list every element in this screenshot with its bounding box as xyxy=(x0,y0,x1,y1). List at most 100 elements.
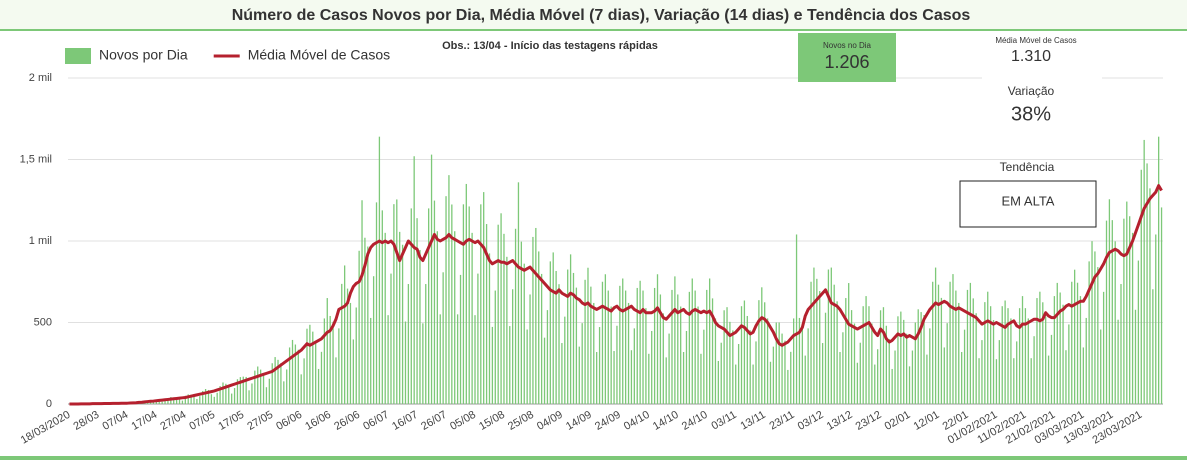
bar xyxy=(1126,201,1128,404)
bar xyxy=(688,291,691,404)
bar xyxy=(1027,318,1029,404)
bar xyxy=(798,317,801,404)
bar xyxy=(199,396,201,404)
bar xyxy=(158,400,160,404)
bar xyxy=(1001,306,1003,404)
bar xyxy=(674,276,676,404)
bar xyxy=(865,296,867,404)
bar xyxy=(772,346,775,404)
bar xyxy=(923,315,925,404)
bar xyxy=(1059,292,1061,404)
bar xyxy=(300,374,302,404)
bar xyxy=(335,357,337,404)
bar xyxy=(668,333,670,404)
bar xyxy=(538,251,540,404)
bar xyxy=(315,342,317,404)
bar xyxy=(717,360,719,404)
y-tick-label: 2 mil xyxy=(29,72,52,84)
bar xyxy=(645,308,647,404)
bar xyxy=(633,328,635,404)
bar xyxy=(428,208,430,404)
bar xyxy=(236,379,239,404)
bar xyxy=(795,234,798,404)
bar xyxy=(297,349,299,404)
bar xyxy=(387,315,389,404)
kpi-title: Tendência xyxy=(1000,160,1055,174)
bar xyxy=(879,310,882,404)
bar xyxy=(1082,347,1084,404)
bar xyxy=(1018,308,1021,404)
bar xyxy=(532,236,534,404)
bar xyxy=(381,210,383,404)
bar xyxy=(604,274,607,404)
bar xyxy=(416,218,418,404)
bar xyxy=(558,284,560,404)
kpi-panel xyxy=(982,32,1102,130)
bar xyxy=(552,252,554,404)
bar xyxy=(329,315,331,404)
bar xyxy=(850,310,853,404)
bar xyxy=(1085,317,1087,404)
bar xyxy=(1158,136,1160,404)
title-band xyxy=(0,0,1187,30)
bar xyxy=(248,390,250,404)
bar xyxy=(274,357,276,404)
bar xyxy=(755,341,757,404)
bar xyxy=(1143,139,1145,404)
bar xyxy=(1131,232,1134,404)
bar xyxy=(1094,251,1096,404)
bar xyxy=(173,397,175,404)
bar xyxy=(958,302,960,404)
bar xyxy=(1053,296,1056,404)
bar xyxy=(720,342,722,404)
bar xyxy=(1114,241,1116,404)
bar xyxy=(1021,296,1024,404)
bar xyxy=(572,272,575,404)
bar xyxy=(630,350,633,404)
kpi-title: Média Móvel de Casos xyxy=(995,36,1076,45)
bar xyxy=(981,340,983,404)
bar xyxy=(384,232,386,404)
bar xyxy=(561,343,563,404)
bar xyxy=(555,270,557,404)
bar xyxy=(1111,220,1113,404)
bar xyxy=(651,330,653,404)
bar xyxy=(897,316,899,404)
chart-title: Número de Casos Novos por Dia, Média Móv… xyxy=(232,7,971,24)
bar xyxy=(677,294,679,404)
legend-label: Novos por Dia xyxy=(99,47,188,63)
bar xyxy=(1010,318,1012,404)
bar xyxy=(937,284,940,404)
bar xyxy=(1062,304,1064,404)
bar xyxy=(372,276,375,404)
bar xyxy=(352,339,354,404)
bar xyxy=(378,136,381,404)
bar xyxy=(764,302,766,404)
bar xyxy=(807,328,809,404)
bar xyxy=(601,281,604,404)
bar xyxy=(448,175,450,404)
bar xyxy=(1129,216,1131,404)
bar xyxy=(1091,241,1093,404)
bar xyxy=(454,231,456,404)
bar xyxy=(277,359,279,404)
bar xyxy=(222,382,224,404)
bar xyxy=(184,395,186,404)
bar xyxy=(778,322,780,404)
bar xyxy=(624,290,627,404)
bar xyxy=(323,318,326,404)
bar xyxy=(529,294,531,404)
bar xyxy=(781,333,783,404)
bar xyxy=(836,301,838,404)
bar xyxy=(784,340,786,404)
bar xyxy=(320,351,323,404)
bar xyxy=(682,352,685,404)
bar xyxy=(164,400,166,404)
bar xyxy=(219,386,221,404)
bar xyxy=(433,200,436,404)
bar xyxy=(616,325,618,404)
bar xyxy=(662,313,664,404)
bar xyxy=(874,364,876,404)
bar xyxy=(1123,218,1125,404)
bar xyxy=(1137,260,1140,404)
